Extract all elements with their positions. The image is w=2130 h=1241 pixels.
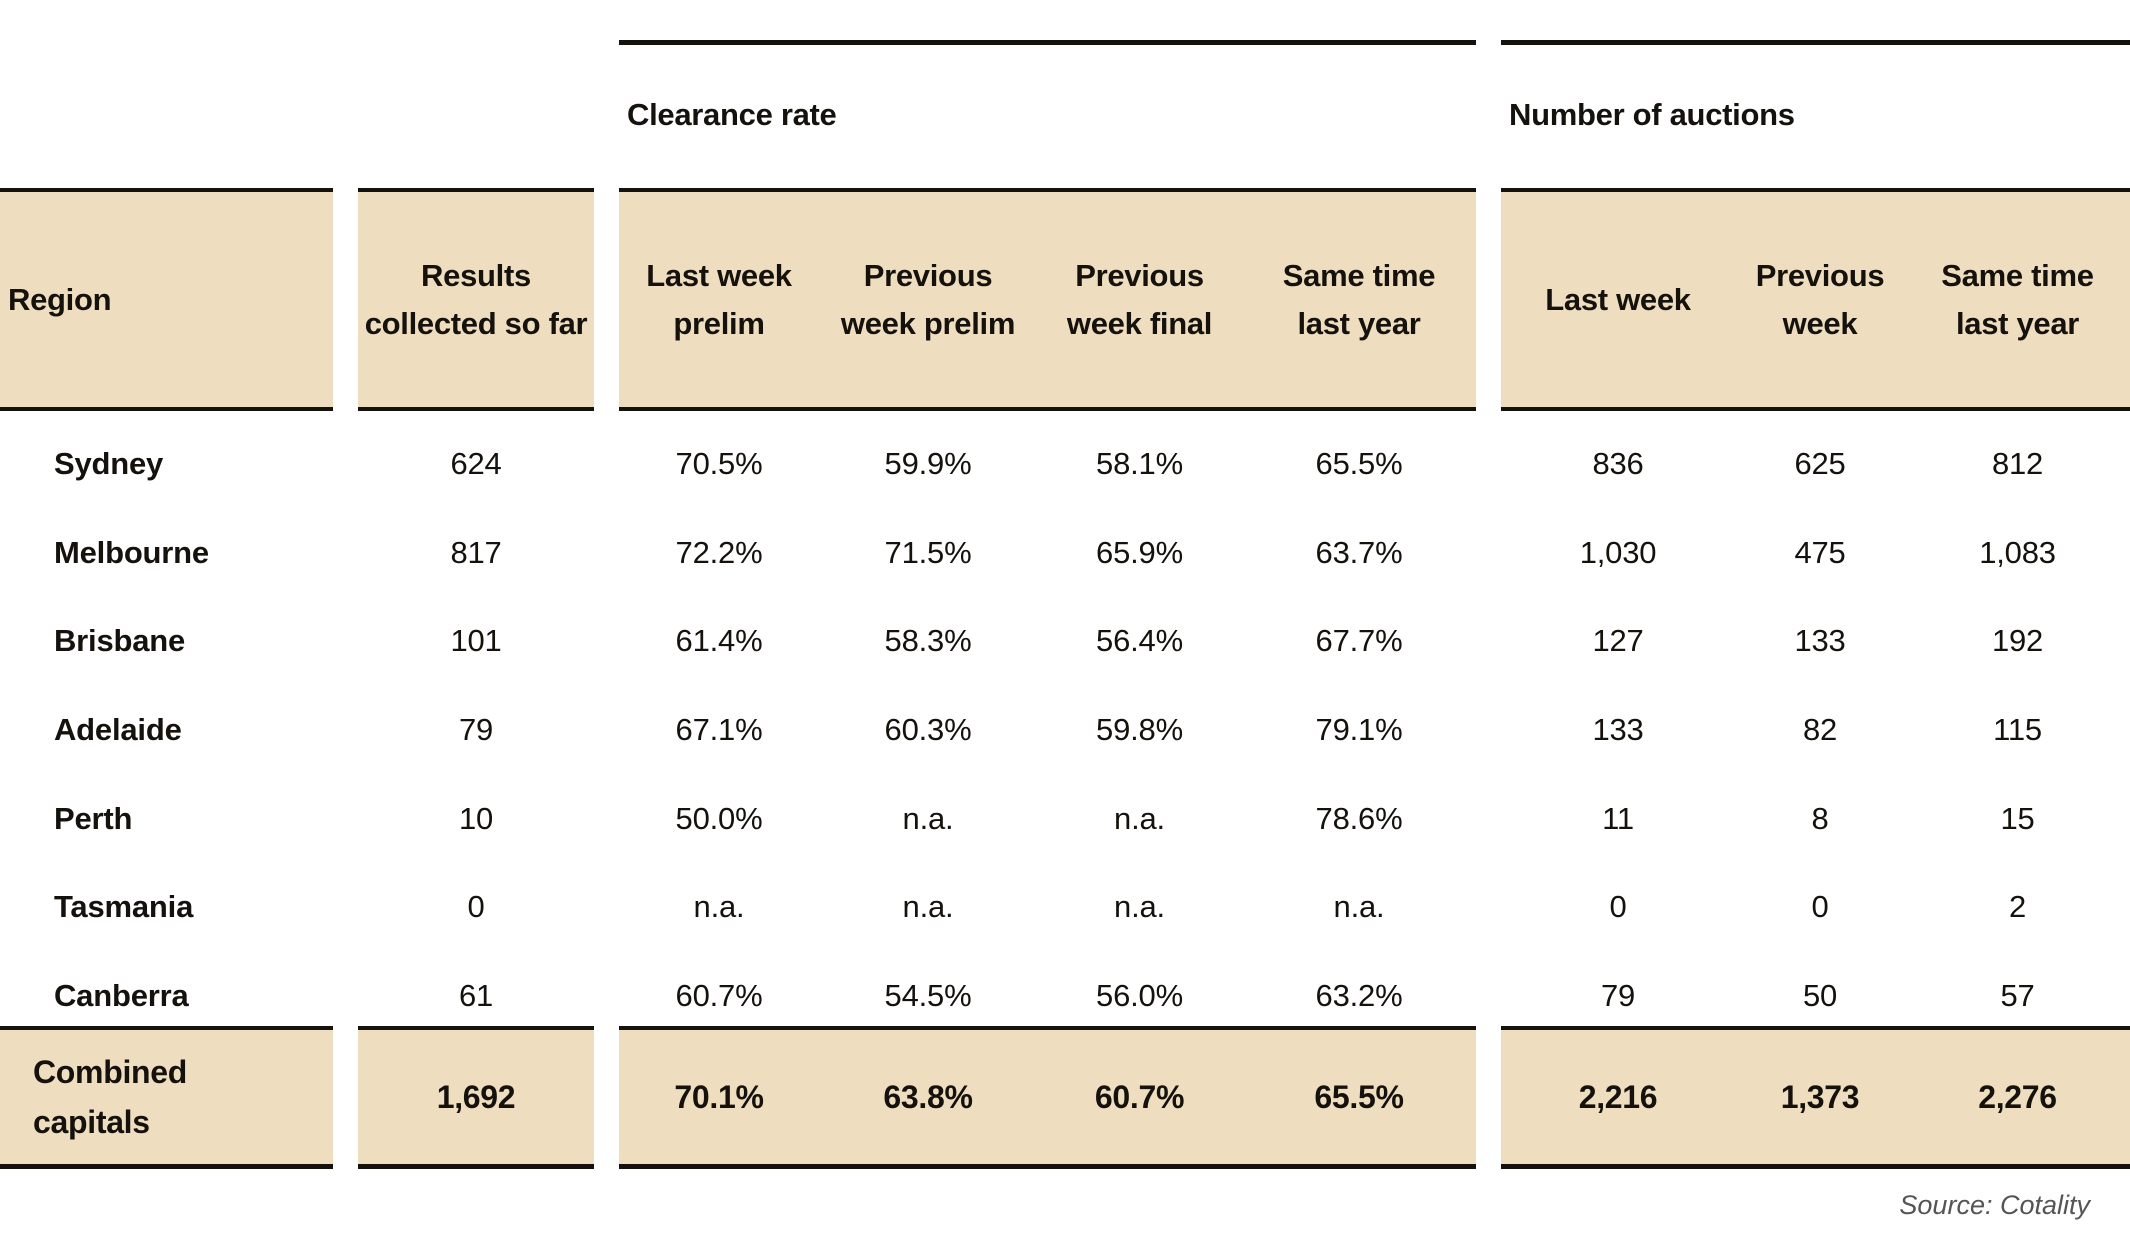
cell-same-time-last-year-auctions: 192 bbox=[1991, 623, 2044, 659]
header-band-region bbox=[0, 188, 333, 411]
cell-last-week-auctions: 127 bbox=[1592, 623, 1644, 659]
cell-same-time-last-year-auctions: 57 bbox=[2000, 977, 2035, 1013]
cell-same-time-last-year-clearance: 63.7% bbox=[1315, 534, 1403, 570]
cell-same-time-last-year-clearance: 63.2% bbox=[1315, 977, 1403, 1013]
cell-region: Sydney bbox=[54, 446, 164, 482]
cell-previous-week-auctions: 8 bbox=[1811, 800, 1829, 836]
cell-results-collected: 101 bbox=[450, 623, 502, 659]
cell-last-week-prelim: 60.7% bbox=[675, 977, 763, 1013]
footer-previous-week-prelim: 63.8% bbox=[883, 1079, 973, 1115]
cell-previous-week-final: 58.1% bbox=[1096, 446, 1183, 482]
cell-last-week-prelim: 50.0% bbox=[675, 800, 763, 836]
header-band-clearance bbox=[619, 188, 1476, 411]
cell-previous-week-prelim: n.a. bbox=[902, 889, 954, 925]
footer-region: Combined capitals bbox=[33, 1054, 188, 1140]
cell-region: Melbourne bbox=[54, 534, 209, 570]
cell-previous-week-prelim: 71.5% bbox=[884, 534, 972, 570]
cell-region: Canberra bbox=[54, 977, 189, 1013]
cell-last-week-auctions: 836 bbox=[1592, 446, 1644, 482]
footer-last-week-auctions: 2,216 bbox=[1578, 1079, 1658, 1115]
cell-previous-week-final: n.a. bbox=[1114, 889, 1165, 925]
footer-same-time-last-year-clearance: 65.5% bbox=[1314, 1079, 1404, 1115]
cell-last-week-auctions: 0 bbox=[1609, 889, 1627, 925]
cell-previous-week-prelim: 58.3% bbox=[884, 623, 972, 659]
cell-region: Adelaide bbox=[54, 712, 182, 748]
header-last-week-prelim: Last week prelim bbox=[646, 257, 792, 341]
cell-same-time-last-year-clearance: 79.1% bbox=[1315, 712, 1403, 748]
cell-last-week-auctions: 11 bbox=[1602, 800, 1634, 836]
cell-results-collected: 10 bbox=[458, 800, 494, 836]
clearance-rate-group: Clearance rate bbox=[619, 40, 1476, 190]
cell-last-week-prelim: 70.5% bbox=[675, 446, 763, 482]
footer-band-results bbox=[358, 1026, 594, 1169]
cell-previous-week-auctions: 625 bbox=[1794, 446, 1846, 482]
cell-results-collected: 61 bbox=[458, 977, 494, 1013]
cell-previous-week-auctions: 82 bbox=[1802, 712, 1838, 748]
cell-last-week-auctions: 1,030 bbox=[1579, 534, 1657, 570]
header-region: Region bbox=[8, 281, 112, 317]
footer-results-collected: 1,692 bbox=[436, 1079, 516, 1115]
cell-previous-week-prelim: 59.9% bbox=[884, 446, 972, 482]
cell-last-week-prelim: 61.4% bbox=[675, 623, 763, 659]
header-previous-week-final: Previous week final bbox=[1066, 257, 1213, 341]
footer-previous-week-final: 60.7% bbox=[1094, 1079, 1185, 1115]
cell-same-time-last-year-clearance: 78.6% bbox=[1315, 800, 1403, 836]
cell-previous-week-auctions: 50 bbox=[1802, 977, 1838, 1013]
header-band-results bbox=[358, 188, 594, 411]
cell-same-time-last-year-auctions: 15 bbox=[2000, 800, 2035, 836]
footer-previous-week-auctions: 1,373 bbox=[1780, 1079, 1860, 1115]
number-of-auctions-title: Number of auctions bbox=[1509, 97, 1795, 132]
cell-previous-week-final: n.a. bbox=[1114, 800, 1165, 836]
cell-previous-week-auctions: 133 bbox=[1794, 623, 1846, 659]
cell-previous-week-prelim: n.a. bbox=[902, 800, 954, 836]
footer-band-auctions bbox=[1501, 1026, 2130, 1169]
cell-last-week-auctions: 133 bbox=[1592, 712, 1644, 748]
cell-results-collected: 79 bbox=[458, 712, 494, 748]
cell-same-time-last-year-auctions: 2 bbox=[2008, 889, 2027, 925]
header-same-time-last-year-clearance: Same time last year bbox=[1282, 257, 1436, 341]
cell-last-week-prelim: 67.1% bbox=[675, 712, 763, 748]
clearance-rate-title: Clearance rate bbox=[627, 97, 837, 132]
cell-same-time-last-year-clearance: n.a. bbox=[1333, 889, 1385, 925]
header-band-auctions bbox=[1501, 188, 2130, 411]
cell-region: Brisbane bbox=[54, 623, 186, 659]
cell-previous-week-final: 56.4% bbox=[1096, 623, 1183, 659]
header-last-week-auctions: Last week bbox=[1545, 281, 1691, 317]
cell-previous-week-auctions: 475 bbox=[1794, 534, 1846, 570]
cell-previous-week-final: 56.0% bbox=[1096, 977, 1183, 1013]
footer-band-region bbox=[0, 1026, 333, 1169]
cell-region: Tasmania bbox=[54, 889, 194, 925]
cell-same-time-last-year-auctions: 115 bbox=[1993, 712, 2042, 748]
number-of-auctions-group: Number of auctions bbox=[1501, 40, 2130, 190]
header-previous-week-auctions: Previous week bbox=[1755, 257, 1885, 341]
cell-same-time-last-year-clearance: 65.5% bbox=[1315, 446, 1403, 482]
cell-same-time-last-year-auctions: 1,083 bbox=[1979, 534, 2056, 570]
header-previous-week-prelim: Previous week prelim bbox=[840, 257, 1016, 341]
footer-band-clearance bbox=[619, 1026, 1476, 1169]
cell-last-week-prelim: n.a. bbox=[693, 889, 745, 925]
cell-results-collected: 624 bbox=[450, 446, 502, 482]
cell-last-week-auctions: 79 bbox=[1600, 977, 1636, 1013]
cell-last-week-prelim: 72.2% bbox=[675, 534, 763, 570]
header-results-collected: Results collected so far bbox=[364, 257, 588, 341]
cell-previous-week-final: 59.8% bbox=[1096, 712, 1183, 748]
footer-last-week-prelim: 70.1% bbox=[674, 1079, 764, 1115]
source-note: Source: Cotality bbox=[1899, 1190, 2090, 1220]
cell-same-time-last-year-clearance: 67.7% bbox=[1315, 623, 1403, 659]
footer-same-time-last-year-auctions: 2,276 bbox=[1978, 1079, 2057, 1115]
cell-previous-week-auctions: 0 bbox=[1811, 889, 1829, 925]
cell-previous-week-prelim: 54.5% bbox=[884, 977, 972, 1013]
cell-results-collected: 817 bbox=[450, 534, 502, 570]
cell-region: Perth bbox=[54, 800, 133, 836]
cell-same-time-last-year-auctions: 812 bbox=[1991, 446, 2044, 482]
header-same-time-last-year-auctions: Same time last year bbox=[1941, 257, 2094, 341]
cell-previous-week-prelim: 60.3% bbox=[884, 712, 972, 748]
cell-previous-week-final: 65.9% bbox=[1096, 534, 1183, 570]
cell-results-collected: 0 bbox=[467, 889, 485, 925]
